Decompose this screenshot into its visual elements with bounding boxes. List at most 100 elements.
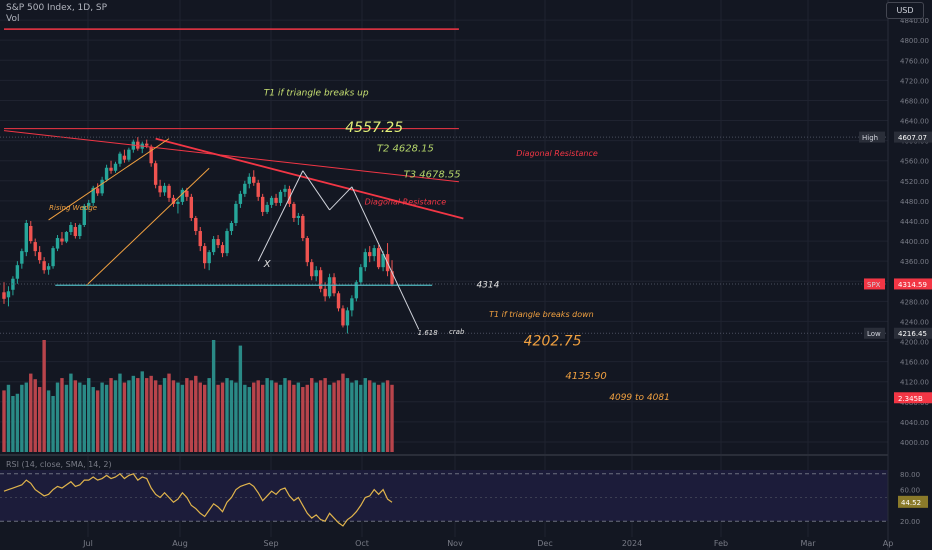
badge-label-chip	[859, 131, 885, 143]
annotation-label: 4557.25	[345, 120, 403, 136]
candle-body	[247, 176, 251, 184]
candle-body	[60, 238, 64, 242]
price-tick-label: 4280.00	[900, 298, 929, 306]
volume-bar	[136, 378, 140, 452]
candle-body	[283, 188, 287, 192]
candle-body	[296, 215, 301, 218]
candle-body	[269, 197, 274, 205]
rsi-tick-label: 80.00	[900, 471, 920, 479]
candle-body	[292, 203, 296, 218]
volume-bar	[46, 390, 51, 452]
annotation-label: Rising Wedge	[49, 204, 97, 212]
volume-bar	[283, 378, 287, 452]
volume-bar	[252, 382, 256, 452]
candle-body	[211, 239, 216, 253]
badge-value-chip	[894, 278, 932, 290]
volume-bar	[118, 373, 122, 452]
time-tick-label: Sep	[263, 539, 278, 548]
candle-body	[327, 277, 332, 297]
badge-label-chip	[864, 327, 885, 339]
volume-bar	[292, 384, 296, 452]
candle-body	[87, 202, 91, 206]
pattern-leg-2	[302, 170, 330, 211]
volume-bar	[87, 378, 91, 452]
candle-body	[104, 167, 109, 180]
rsi-tick-label: 60.00	[900, 487, 920, 495]
volume-bar	[91, 387, 95, 452]
volume-bar	[145, 378, 149, 452]
badge-value-chip	[894, 392, 932, 404]
volume-bar	[211, 340, 216, 452]
candle-body	[189, 196, 194, 218]
volume-bar	[122, 382, 127, 452]
candle-body	[167, 185, 171, 198]
price-grid	[0, 19, 888, 443]
volume-bar	[368, 380, 372, 452]
price-tick-label: 4000.00	[900, 439, 929, 447]
candle-body	[354, 282, 359, 299]
candle-body	[350, 298, 354, 311]
candle-body	[127, 149, 131, 160]
candle-body	[118, 153, 122, 164]
annotations: T1 if triangle breaks up 4557.25 T2 4628.1…	[49, 89, 670, 403]
wedge-lower	[86, 167, 210, 286]
volume-bar	[189, 380, 194, 452]
candle-body	[91, 187, 95, 203]
annotation-label: Diagonal Resistance	[365, 198, 447, 207]
volume-bar	[127, 380, 131, 452]
time-tick-label: Mar	[800, 539, 816, 548]
price-tick-label: 4640.00	[900, 118, 929, 126]
candle-body	[162, 185, 167, 193]
time-axis: Jul Aug Sep Oct Nov Dec 2024 Feb Mar Ap	[82, 539, 893, 548]
annotation-label: T2 4628.15	[377, 144, 434, 155]
diagonal-resistance-1	[3, 130, 459, 183]
volume-bar	[318, 380, 323, 452]
volume-bar	[82, 384, 86, 452]
volume-bar	[51, 396, 55, 452]
currency-button[interactable]: USD	[886, 2, 924, 19]
candle-body	[55, 238, 60, 249]
volume-bar	[194, 375, 198, 452]
volume-bar	[296, 382, 301, 452]
volume-bar	[69, 373, 73, 452]
candle-body	[278, 191, 283, 203]
volume-bar	[78, 382, 82, 452]
candle-body	[318, 270, 323, 289]
price-tick-label: 4480.00	[900, 198, 929, 206]
volume-bar	[176, 382, 180, 452]
candle-body	[207, 252, 211, 264]
annotation-label: 4135.90	[565, 371, 606, 382]
price-axis-background	[888, 0, 932, 550]
candle-body	[287, 188, 292, 204]
trendlines	[3, 28, 464, 330]
candle-body	[194, 217, 198, 232]
volume-bar	[372, 382, 376, 452]
price-tick-label: 4160.00	[900, 359, 929, 367]
volume-bar	[243, 384, 247, 452]
badge-label-chip	[864, 278, 885, 290]
annotation-label: X	[263, 259, 272, 270]
volume-bar	[6, 384, 11, 452]
candle-body	[78, 224, 82, 237]
candle-body	[265, 204, 269, 212]
candle-body	[73, 227, 78, 237]
candle-body	[6, 291, 11, 298]
volume-bar	[363, 378, 367, 452]
volume-bar	[381, 382, 385, 452]
candle-body	[24, 222, 28, 253]
rsi-value-badge	[898, 495, 928, 508]
pattern-leg-1	[257, 170, 304, 262]
annotation-label: crab	[449, 328, 465, 336]
volume-bar	[336, 380, 341, 452]
volume-bar	[37, 387, 42, 452]
time-tick-label: Oct	[355, 539, 369, 548]
annotation-label: T3 4678.55	[404, 169, 461, 180]
symbol-title: S&P 500 Index, 1D, SP	[6, 3, 108, 13]
price-tick-label: 4720.00	[900, 77, 929, 85]
volume-bar	[64, 384, 69, 452]
volume-bar	[104, 384, 109, 452]
volume-bar	[225, 378, 229, 452]
volume-bar	[42, 340, 46, 452]
candle-body	[234, 203, 238, 223]
